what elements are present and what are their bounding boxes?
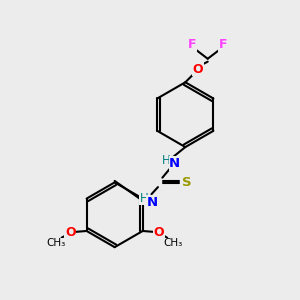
- Text: CH₃: CH₃: [46, 238, 65, 248]
- Text: N: N: [147, 196, 158, 209]
- Text: F: F: [188, 38, 197, 51]
- Text: CH₃: CH₃: [164, 238, 183, 248]
- Text: O: O: [65, 226, 76, 239]
- Text: O: O: [193, 62, 203, 76]
- Text: N: N: [169, 157, 180, 170]
- Text: O: O: [154, 226, 164, 239]
- Text: H: H: [162, 154, 171, 166]
- Text: H: H: [140, 192, 148, 205]
- Text: S: S: [182, 176, 191, 189]
- Text: F: F: [219, 38, 227, 51]
